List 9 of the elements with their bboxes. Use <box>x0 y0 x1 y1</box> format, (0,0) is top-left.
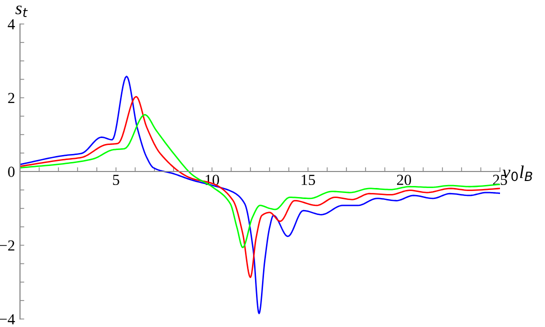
y-tick-label: 0 <box>8 166 15 177</box>
x-tick-label: 20 <box>397 174 412 186</box>
y-tick-label: −2 <box>0 240 14 251</box>
x-tick-label: 5 <box>113 174 120 186</box>
y-tick-label: −4 <box>0 314 15 324</box>
y-axis-title: s$_{t}$ <box>15 6 28 18</box>
y-tick-label: 4 <box>8 19 15 30</box>
x-tick-label: 15 <box>302 174 316 186</box>
y-tick-label: 2 <box>8 92 14 104</box>
